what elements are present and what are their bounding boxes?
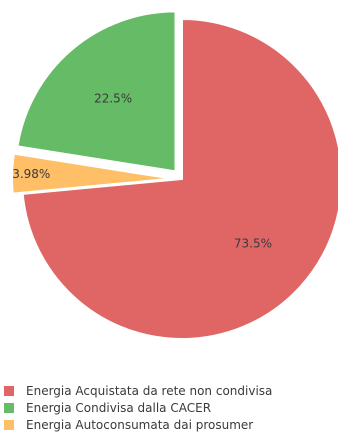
legend-item-condivisa[interactable]: Energia Condivisa dalla CACER bbox=[4, 399, 272, 416]
legend-swatch-autoconsumata bbox=[4, 419, 14, 430]
legend-item-acquistata[interactable]: Energia Acquistata da rete non condivisa bbox=[4, 382, 272, 399]
legend-swatch-condivisa bbox=[4, 402, 14, 413]
slice-value-label-0: 73.5% bbox=[234, 237, 272, 251]
pie-slice-1[interactable] bbox=[11, 152, 173, 195]
pie-chart-svg: 73.5% 3.98% 22.5% bbox=[11, 10, 338, 340]
legend-label-condivisa: Energia Condivisa dalla CACER bbox=[26, 400, 212, 415]
chart-legend: Energia Acquistata da rete non condivisa… bbox=[4, 382, 272, 433]
slice-value-label-2: 22.5% bbox=[94, 91, 132, 105]
legend-item-autoconsumata[interactable]: Energia Autoconsumata dai prosumer bbox=[4, 416, 272, 433]
legend-label-autoconsumata: Energia Autoconsumata dai prosumer bbox=[26, 417, 254, 432]
pie-chart: 73.5% 3.98% 22.5% bbox=[11, 10, 338, 340]
slice-value-label-1: 3.98% bbox=[12, 167, 50, 181]
legend-swatch-acquistata bbox=[4, 385, 14, 396]
legend-label-acquistata: Energia Acquistata da rete non condivisa bbox=[26, 383, 273, 398]
pie-slice-0[interactable] bbox=[21, 17, 338, 340]
pie-slice-2[interactable] bbox=[16, 10, 177, 173]
